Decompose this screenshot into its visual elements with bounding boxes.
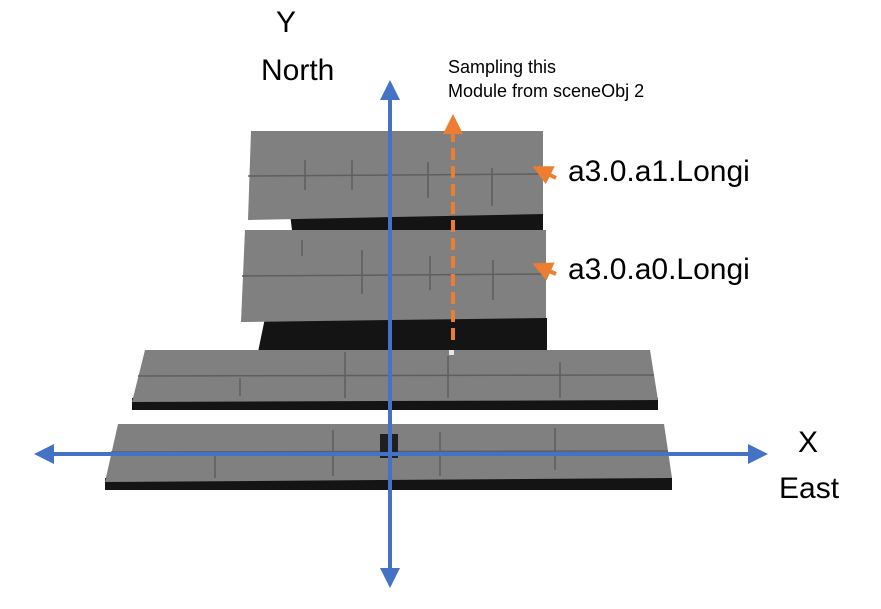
module-label-a0: a3.0.a0.Longi [568,253,750,286]
sample-point [449,350,454,355]
annotation-line-2: Module from sceneObj 2 [448,81,645,101]
row-2-shadow [258,318,547,352]
x-axis-letter: X [798,426,819,459]
annotation-line-1: Sampling this [448,57,557,77]
row-1-shadow [290,214,543,230]
x-axis-direction: East [779,472,840,505]
pointer-arrow-a0 [532,262,557,281]
pointer-arrow-a1 [532,166,557,185]
y-axis-letter: Y [276,6,297,39]
module-label-a1: a3.0.a1.Longi [568,155,750,188]
y-axis-direction: North [261,54,335,87]
